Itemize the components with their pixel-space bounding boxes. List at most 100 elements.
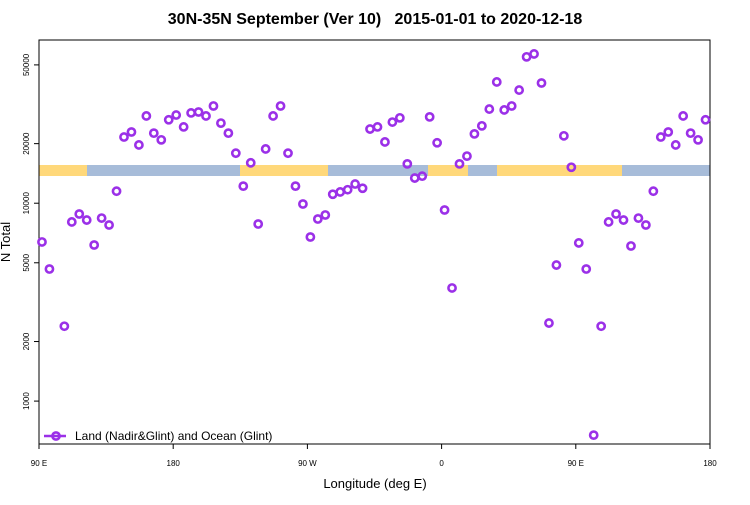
data-point bbox=[611, 209, 621, 219]
data-point bbox=[89, 240, 100, 250]
data-point bbox=[618, 215, 629, 225]
x-axis-label: Longitude (deg E) bbox=[323, 476, 426, 491]
data-point bbox=[342, 184, 353, 195]
chart-title: 30N-35N September (Ver 10) 2015-01-01 to… bbox=[168, 11, 583, 28]
data-point bbox=[581, 264, 592, 274]
data-point bbox=[499, 105, 510, 115]
data-point bbox=[141, 111, 152, 121]
data-point bbox=[640, 220, 651, 230]
y-tick-label: 1000 bbox=[22, 392, 31, 410]
legend-label: Land (Nadir&Glint) and Ocean (Glint) bbox=[75, 429, 272, 443]
data-point bbox=[156, 134, 167, 145]
data-point bbox=[171, 110, 182, 120]
land-band bbox=[428, 165, 468, 176]
y-tick-label: 10000 bbox=[22, 192, 31, 215]
data-point bbox=[74, 209, 85, 219]
data-point bbox=[372, 122, 383, 132]
data-point bbox=[44, 264, 55, 274]
data-point bbox=[573, 238, 584, 248]
data-point bbox=[588, 430, 599, 441]
data-point bbox=[320, 210, 331, 220]
data-point bbox=[230, 148, 241, 159]
data-point bbox=[245, 157, 256, 168]
y-tick-label: 20000 bbox=[22, 132, 31, 155]
data-point bbox=[417, 171, 428, 182]
data-point bbox=[566, 162, 577, 173]
data-point bbox=[350, 179, 361, 189]
data-point bbox=[223, 128, 234, 139]
land-band bbox=[240, 165, 328, 176]
data-point bbox=[603, 217, 614, 227]
data-point bbox=[380, 137, 390, 147]
data-point bbox=[387, 117, 398, 127]
data-point bbox=[558, 130, 569, 141]
land-band bbox=[497, 165, 622, 176]
data-point bbox=[462, 151, 472, 162]
data-point bbox=[655, 132, 666, 142]
data-point bbox=[275, 101, 286, 111]
data-point bbox=[469, 129, 480, 139]
land-ocean-strip bbox=[39, 165, 710, 176]
data-point bbox=[663, 127, 674, 137]
data-point bbox=[193, 107, 204, 117]
data-point bbox=[290, 181, 301, 192]
data-point bbox=[312, 214, 323, 224]
data-point bbox=[126, 127, 137, 137]
x-tick-label: 180 bbox=[703, 459, 717, 468]
data-point bbox=[424, 112, 435, 122]
data-point bbox=[551, 260, 562, 270]
y-tick-label: 2000 bbox=[22, 332, 31, 350]
data-point bbox=[484, 104, 495, 114]
data-point bbox=[596, 321, 607, 332]
legend-marker bbox=[51, 431, 61, 441]
data-point bbox=[626, 241, 636, 251]
data-point bbox=[402, 158, 413, 169]
data-point bbox=[439, 205, 450, 215]
data-point bbox=[536, 78, 547, 88]
data-point bbox=[544, 318, 554, 328]
data-point bbox=[119, 132, 129, 142]
y-tick-label: 5000 bbox=[22, 253, 31, 271]
data-point bbox=[685, 128, 696, 139]
data-point bbox=[260, 144, 271, 154]
data-point bbox=[216, 118, 226, 129]
data-point bbox=[670, 140, 681, 150]
y-tick-label: 50000 bbox=[22, 53, 31, 76]
data-point bbox=[491, 77, 502, 87]
data-point bbox=[268, 111, 279, 121]
data-point bbox=[394, 112, 405, 123]
data-point bbox=[678, 111, 689, 121]
data-point bbox=[238, 181, 249, 192]
x-tick-label: 90 E bbox=[568, 459, 584, 468]
data-point bbox=[693, 134, 703, 145]
x-tick-label: 90 W bbox=[298, 459, 317, 468]
x-tick-label: 0 bbox=[439, 459, 444, 468]
data-point bbox=[506, 101, 517, 111]
data-point bbox=[163, 114, 174, 125]
data-point bbox=[253, 219, 264, 229]
data-point bbox=[648, 186, 659, 197]
land-band bbox=[39, 165, 87, 176]
ocean-band bbox=[39, 165, 710, 176]
data-point bbox=[148, 128, 159, 139]
data-point bbox=[298, 199, 308, 209]
data-point bbox=[454, 158, 465, 169]
x-tick-label: 90 E bbox=[31, 459, 47, 468]
data-point bbox=[208, 101, 219, 111]
data-point bbox=[476, 120, 487, 131]
data-point bbox=[357, 183, 368, 194]
y-axis-label: N Total bbox=[0, 222, 13, 262]
data-point bbox=[111, 186, 122, 197]
data-point bbox=[37, 237, 47, 247]
data-point bbox=[81, 215, 92, 225]
data-point bbox=[201, 111, 211, 121]
data-point bbox=[96, 213, 107, 223]
data-point bbox=[134, 140, 144, 150]
data-point bbox=[66, 217, 77, 227]
data-point bbox=[633, 213, 644, 223]
data-point bbox=[529, 49, 539, 59]
data-point bbox=[178, 122, 189, 132]
data-point bbox=[104, 220, 114, 230]
